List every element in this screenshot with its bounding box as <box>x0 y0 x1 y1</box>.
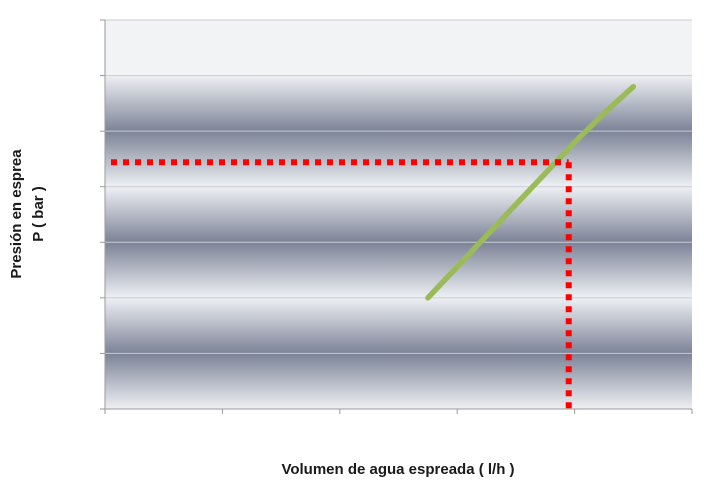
y-axis-ticks <box>100 19 105 410</box>
x-axis-label: Volumen de agua espreada ( l/h ) <box>281 461 514 478</box>
y-axis-label-line1: Presión en esprea <box>8 149 25 279</box>
annotation-guides <box>111 159 572 409</box>
series-group <box>425 83 637 301</box>
x-axis-ticks <box>104 409 693 414</box>
series-line <box>425 83 637 301</box>
plot-area <box>105 20 692 409</box>
y-axis-label-line2: P ( bar ) <box>30 186 47 242</box>
gridlines <box>105 19 692 354</box>
axes <box>104 20 692 410</box>
